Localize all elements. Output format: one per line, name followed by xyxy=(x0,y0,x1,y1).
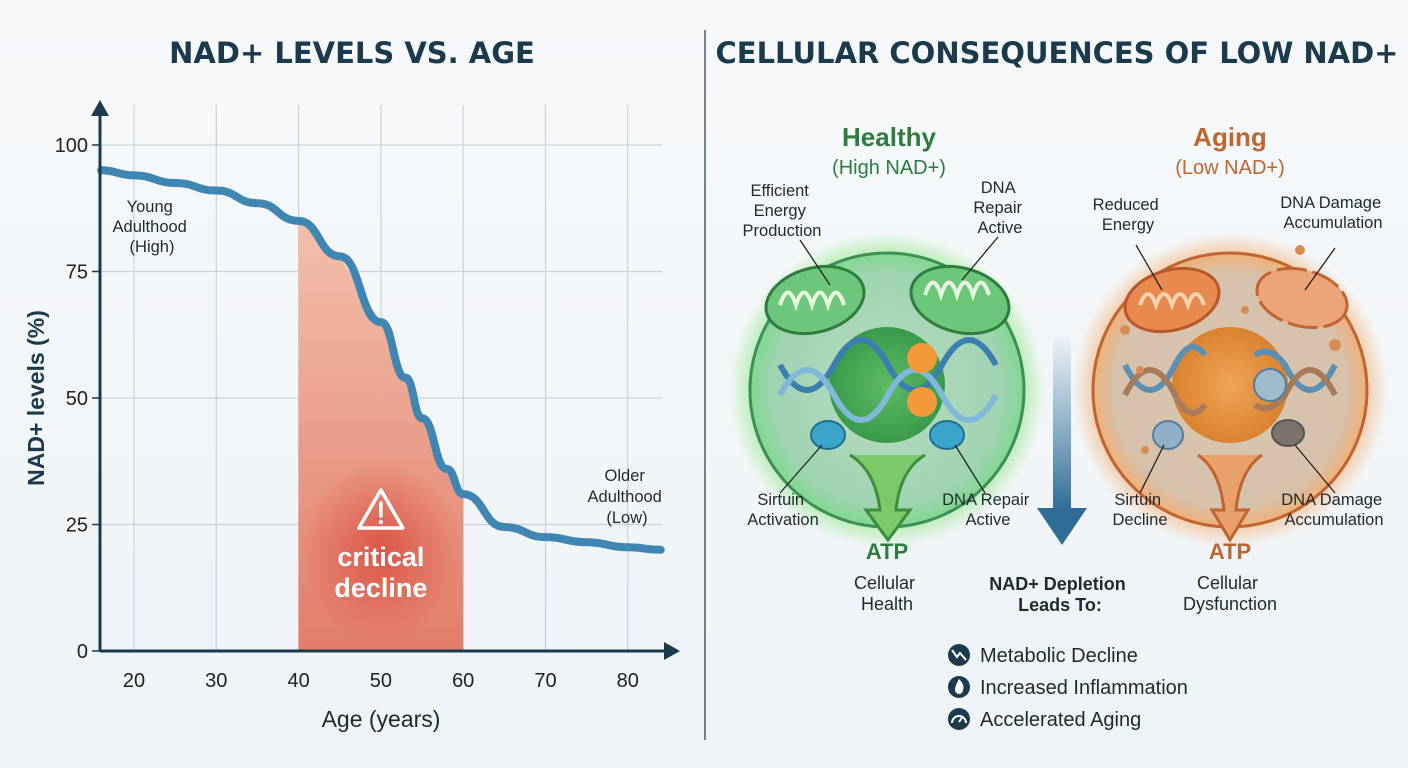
y-tick-label: 50 xyxy=(66,388,88,410)
sirtuin-icon xyxy=(1152,420,1184,450)
healthy-subtitle: (High NAD+) xyxy=(832,157,946,179)
healthy-outcome: Cellular Health xyxy=(854,573,920,614)
repair-enzyme-icon xyxy=(1253,368,1287,402)
damaged-mitochondrion-icon xyxy=(1255,266,1349,330)
label-dna-repair-top: DNA Repair Active xyxy=(973,179,1026,237)
label-dna-repair-bottom: DNA Repair Active xyxy=(942,491,1034,529)
label-efficient-energy: Efficient Energy Production xyxy=(743,182,822,240)
aging-subtitle: (Low NAD+) xyxy=(1175,157,1284,179)
label-dna-damage-bottom: DNA Damage Accumulation xyxy=(1281,491,1386,529)
gauge-icon xyxy=(948,708,970,730)
list-item-label: Metabolic Decline xyxy=(980,645,1138,667)
warning-icon xyxy=(357,488,405,530)
x-tick-label: 30 xyxy=(205,670,227,692)
annotation-young: Young Adulthood (High) xyxy=(113,198,192,256)
y-axis-label: NAD+ levels (%) xyxy=(23,310,49,486)
mitochondrion-icon xyxy=(764,264,866,336)
consequence-list: Metabolic Decline Increased Inflammation… xyxy=(948,644,1188,731)
x-tick-label: 40 xyxy=(287,670,309,692)
list-item: Accelerated Aging xyxy=(948,708,1141,731)
atp-arrow-icon xyxy=(849,453,926,543)
mitochondrion-icon xyxy=(1123,266,1221,334)
chart: critical decline 0 25 50 75 100 20 30 40 50 60 70 8… xyxy=(23,100,680,732)
x-tick-label: 70 xyxy=(534,670,556,692)
chart-axes xyxy=(91,100,680,660)
healthy-title: Healthy xyxy=(842,122,936,152)
y-tick-label: 100 xyxy=(55,135,88,157)
nad-curve xyxy=(97,166,665,554)
damaged-protein-icon xyxy=(1271,419,1305,447)
x-tick-label: 20 xyxy=(123,670,145,692)
healthy-cell xyxy=(729,232,1045,548)
sirtuin-icon xyxy=(810,420,846,450)
depletion-arrow-icon xyxy=(1037,330,1087,545)
y-tick-label: 0 xyxy=(77,641,88,663)
annotation-older: Older Adulthood (Low) xyxy=(588,467,667,527)
dna-helix-icon xyxy=(777,337,999,423)
x-tick-label: 80 xyxy=(617,670,639,692)
critical-glow xyxy=(300,460,461,640)
aging-outcome: Cellular Dysfunction xyxy=(1183,573,1277,614)
label-sirtuin-decline: Sirtuin Decline xyxy=(1112,491,1167,529)
mitochondrion-icon xyxy=(909,264,1011,336)
sirtuin-icon xyxy=(929,420,965,450)
healthy-atp: ATP xyxy=(866,539,908,564)
atp-arrow-icon xyxy=(1197,453,1263,543)
aging-cell xyxy=(1072,232,1388,548)
y-tick-label: 25 xyxy=(66,515,88,537)
x-axis-label: Age (years) xyxy=(322,706,441,732)
trend-down-icon xyxy=(948,644,970,666)
x-tick-label: 60 xyxy=(452,670,474,692)
aging-title: Aging xyxy=(1193,122,1267,152)
critical-label-line2: decline xyxy=(334,573,427,603)
x-tick-label: 50 xyxy=(370,670,392,692)
label-dna-damage-top: DNA Damage Accumulation xyxy=(1280,194,1385,232)
diagram-title: CELLULAR CONSEQUENCES OF LOW NAD+ xyxy=(715,36,1398,70)
flame-icon xyxy=(948,676,970,698)
aging-atp: ATP xyxy=(1209,539,1251,564)
x-axis-arrow xyxy=(664,642,680,660)
y-tick-label: 75 xyxy=(66,262,88,284)
list-item: Increased Inflammation xyxy=(948,676,1188,699)
repair-enzyme-icon xyxy=(907,343,937,417)
chart-title: NAD+ LEVELS VS. AGE xyxy=(169,36,535,70)
critical-label-line1: critical xyxy=(337,542,424,572)
broken-dna-icon xyxy=(1122,344,1338,416)
list-item-label: Increased Inflammation xyxy=(980,677,1188,699)
list-item-label: Accelerated Aging xyxy=(980,709,1141,731)
label-sirtuin-activation: Sirtuin Activation xyxy=(747,491,819,529)
y-axis-arrow xyxy=(91,100,109,116)
list-item: Metabolic Decline xyxy=(948,644,1138,667)
label-reduced-energy: Reduced Energy xyxy=(1093,196,1164,234)
depletion-heading: NAD+ Depletion Leads To: xyxy=(989,574,1131,615)
